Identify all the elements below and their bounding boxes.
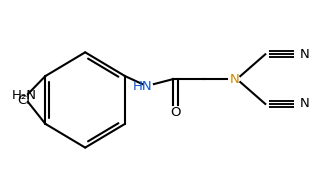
Text: Cl: Cl (18, 94, 31, 108)
Text: HN: HN (133, 80, 152, 93)
Text: N: N (300, 98, 310, 110)
Text: O: O (170, 106, 180, 119)
Text: N: N (230, 73, 239, 86)
Text: N: N (300, 48, 310, 61)
Text: H₂N: H₂N (12, 89, 37, 102)
